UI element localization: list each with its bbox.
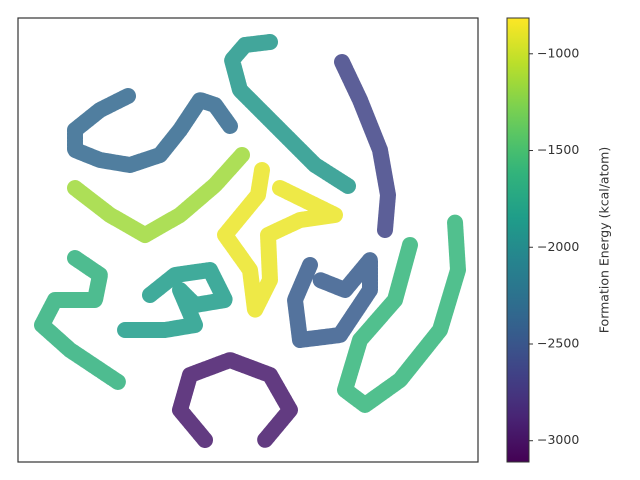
colorbar-tick-label: −2500 — [537, 335, 579, 350]
colorbar-tick-label: −1500 — [537, 142, 579, 157]
colorbar — [506, 17, 530, 463]
cluster — [224, 34, 356, 194]
colorbar-tick-label: −3000 — [537, 432, 579, 447]
colorbar-label: Formation Energy (kcal/atom) — [597, 147, 612, 333]
cluster — [117, 262, 233, 338]
cluster — [67, 88, 238, 173]
cluster — [337, 214, 466, 413]
cluster — [287, 252, 378, 348]
cluster-band — [224, 34, 356, 194]
cluster-band — [172, 352, 298, 448]
cluster — [172, 352, 298, 448]
cluster — [334, 54, 396, 238]
colorbar-tick-label: −1000 — [537, 45, 579, 60]
cluster-band — [117, 262, 233, 338]
cluster-band — [334, 54, 396, 238]
cluster-band — [67, 147, 250, 243]
cluster-band — [217, 162, 343, 318]
cluster — [34, 250, 126, 390]
cluster-band — [34, 250, 126, 390]
cluster — [217, 162, 343, 318]
cluster-band — [337, 214, 466, 413]
colorbar-tick-label: −2000 — [537, 239, 579, 254]
cluster-band — [67, 88, 238, 173]
cluster-band — [287, 252, 378, 348]
cluster — [67, 147, 250, 243]
